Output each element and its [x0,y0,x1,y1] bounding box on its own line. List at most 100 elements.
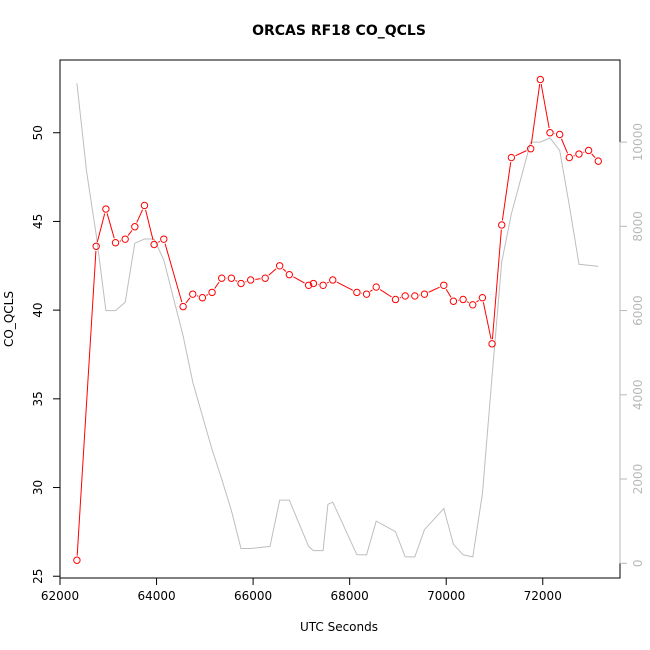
data-point [179,302,187,311]
data-point [150,240,158,249]
series-segment [136,209,144,223]
data-point [411,292,419,300]
data-point [304,281,313,289]
data-point [498,221,506,229]
x-axis-label: UTC Seconds [300,620,378,634]
data-point [575,150,583,158]
data-point [459,295,467,304]
x-tick-label: 68000 [331,589,369,603]
data-point [372,283,380,291]
data-point [208,288,216,297]
x-tick-label: 72000 [524,589,562,603]
data-point [594,157,602,165]
series-segment [428,286,440,293]
data-point [555,130,564,139]
series-segment [515,150,527,157]
y-tick-label: 45 [31,214,45,229]
data-point [478,294,487,302]
series-segment [268,268,277,276]
data-point [469,301,477,309]
y-tick-label: 25 [31,569,45,584]
series-segment [282,268,287,272]
x-tick-label: 70000 [427,589,465,603]
series-segment [540,83,550,129]
data-point [546,129,554,137]
data-point [198,294,207,302]
data-point [189,290,197,298]
y2-tick-label: 6000 [631,295,645,326]
series-segment [491,229,502,340]
series-line [76,83,599,558]
x-axis: 62000 64000 66000 68000 70000 72000 [41,577,562,603]
data-point [102,205,110,213]
data-point [131,223,139,231]
series-segment [466,301,469,304]
series-segment [206,294,209,296]
data-point [237,279,245,288]
data-point [507,153,516,162]
data-point [246,276,255,284]
series-segment [185,297,191,304]
series-segment [482,302,492,340]
series-segment [530,84,541,145]
series-segment [96,213,106,242]
x-tick-label: 62000 [41,589,79,603]
y2-tick-label: 10000 [631,123,645,161]
series-segment [560,138,568,154]
data-point [121,235,129,243]
y-axis-left: 25 30 35 40 45 50 [31,125,61,584]
data-point [275,262,284,270]
data-point [309,279,318,288]
series-segment [591,153,596,159]
data-point [73,556,81,564]
y2-tick-label: 2000 [631,464,645,495]
data-point [536,75,545,84]
series-segment [235,279,238,282]
data-point [362,290,371,298]
series-left-line [73,75,602,564]
y-tick-label: 50 [31,125,45,140]
x-tick-label: 66000 [234,589,272,603]
series-segment [145,209,154,241]
data-point [285,270,294,279]
data-point [218,274,226,282]
data-point [440,281,448,289]
y-tick-label: 30 [31,480,45,495]
plot-frame [59,59,621,579]
data-point [391,295,400,304]
data-point [526,144,535,153]
data-point [401,292,409,300]
series-segment [106,213,115,239]
data-point [160,235,168,243]
data-point [261,274,269,282]
data-point [353,288,361,297]
series-segment [476,300,480,303]
chart-title: ORCAS RF18 CO_QCLS [252,23,426,39]
series-segment [76,250,97,556]
y2-tick-label: 4000 [631,380,645,411]
data-point [565,153,574,162]
series-segment [214,281,220,289]
y2-tick-label: 0 [631,559,645,567]
y-tick-label: 35 [31,391,45,406]
data-point [329,276,337,284]
data-point [449,297,458,305]
series-segment [379,289,392,298]
series-segment [157,240,161,243]
series-segment [293,276,305,284]
data-point [227,274,236,282]
data-point [488,340,496,348]
data-point [420,290,429,298]
series-segment [255,278,261,280]
data-point [584,146,593,155]
series-segment [326,281,329,284]
series-segment [501,162,512,221]
y2-tick-label: 8000 [631,211,645,242]
x-tick-label: 64000 [137,589,175,603]
data-point [111,239,120,247]
series-right-line [76,83,599,558]
series-segment [336,281,354,291]
series-segment [445,288,452,298]
data-point [92,242,100,250]
